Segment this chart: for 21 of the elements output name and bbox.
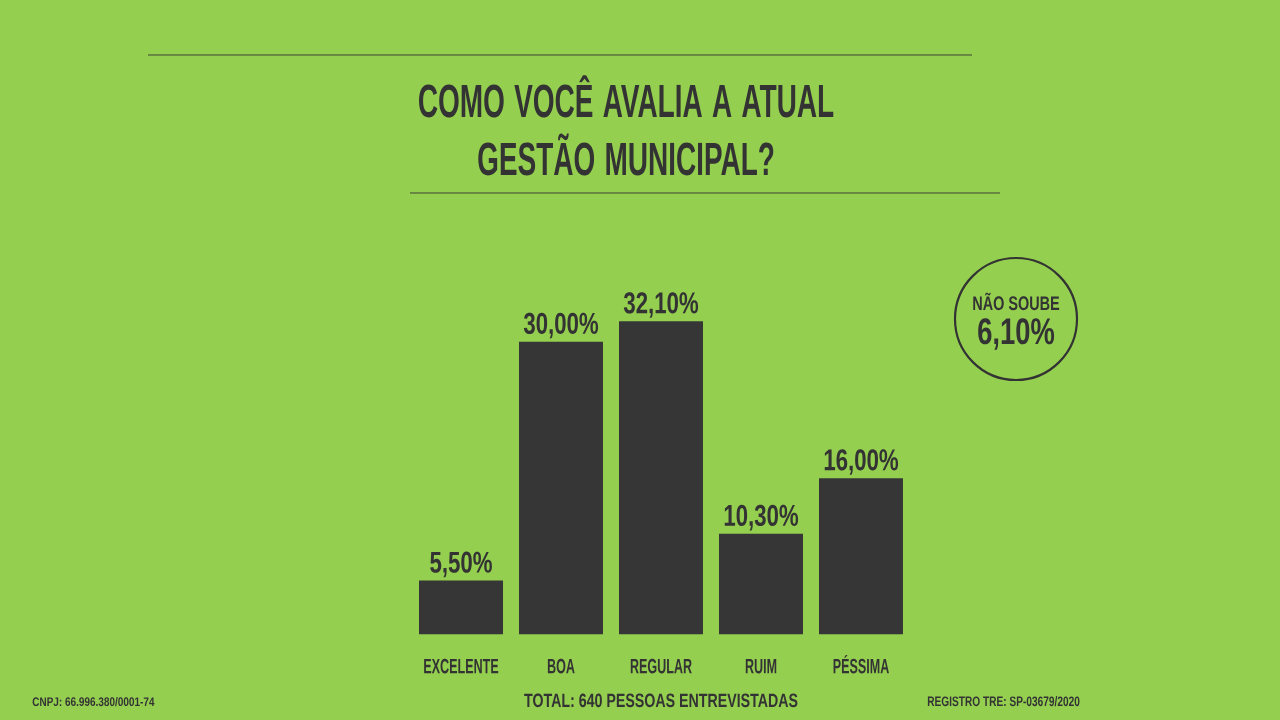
text: CNPJ: 66.996.380/0001-74 xyxy=(32,696,155,707)
chart-title: COMO VOCÊ AVALIA A ATUAL GESTÃO MUNICIPAL? xyxy=(419,75,834,176)
text: NÃO SOUBE xyxy=(973,292,1060,311)
data-label: 16,00% xyxy=(824,449,899,475)
data-label: 10,30% xyxy=(724,504,799,531)
x-tick-label: REGULAR xyxy=(630,658,692,674)
x-tick-label: EXCELENTE xyxy=(424,658,499,674)
bar xyxy=(619,321,704,635)
bar xyxy=(419,580,504,635)
bar xyxy=(819,478,903,635)
text: REGISTRO TRE: SP-03679/2020 xyxy=(927,696,1080,707)
x-tick-label: RUIM xyxy=(745,659,777,674)
data-label: 30,00% xyxy=(523,312,599,339)
x-tick-label: BOA xyxy=(547,658,575,674)
text: TOTAL: 640 PESSOAS ENTREVISTADAS xyxy=(524,693,798,708)
bar xyxy=(719,533,804,635)
text: 6,10% xyxy=(978,318,1055,350)
data-label: 32,10% xyxy=(623,292,699,318)
data-label: 5,50% xyxy=(430,551,492,578)
bar xyxy=(519,341,604,635)
x-tick-label: PÉSSIMA xyxy=(833,654,889,674)
